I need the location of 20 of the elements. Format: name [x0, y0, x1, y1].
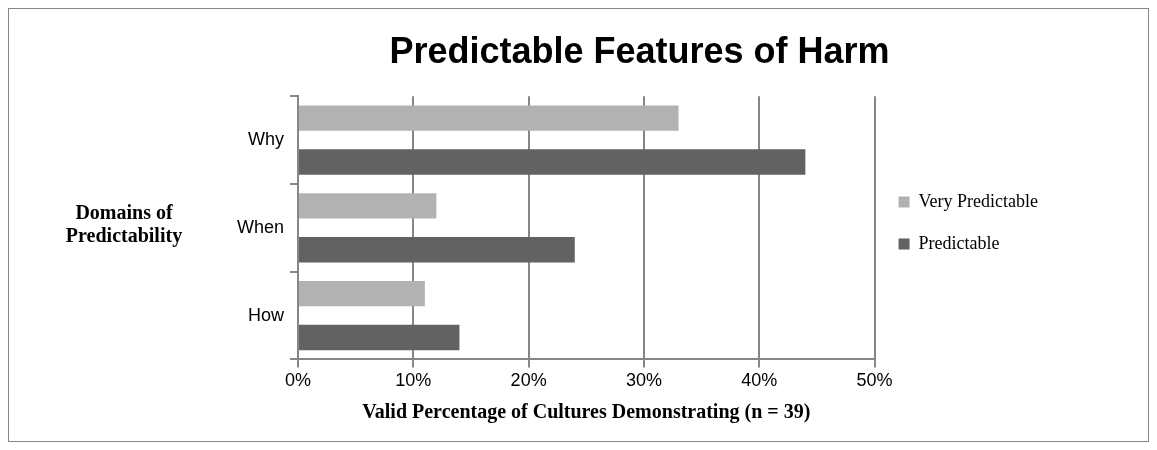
- y-tick-label: When: [236, 216, 285, 237]
- legend-label: Very Predictable: [918, 190, 1039, 211]
- bar: [299, 324, 460, 351]
- y-tick-label: Why: [248, 129, 285, 150]
- bar: [299, 105, 679, 131]
- bar: [299, 280, 425, 307]
- legend-label: Predictable: [918, 232, 1000, 253]
- x-tick-label: 0%: [285, 370, 312, 391]
- y-tick-label: How: [248, 304, 286, 325]
- x-tick-label: 20%: [510, 370, 547, 391]
- x-tick-label: 50%: [856, 370, 893, 391]
- x-tick-label: 10%: [395, 370, 432, 391]
- chart-title: Predictable Features of Harm: [389, 29, 890, 71]
- x-tick-label: 30%: [625, 370, 662, 391]
- bar: [299, 237, 575, 263]
- x-tick-label: 40%: [741, 370, 778, 391]
- y-axis-title: Domains of Predictability: [64, 201, 184, 247]
- x-axis-title: Valid Percentage of Cultures Demonstrating (n = 39): [362, 400, 811, 424]
- bar: [299, 149, 806, 175]
- bar: [299, 193, 437, 219]
